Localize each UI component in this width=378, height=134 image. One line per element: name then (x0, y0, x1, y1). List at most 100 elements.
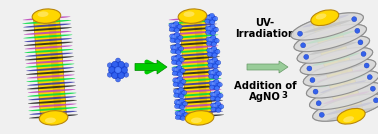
Ellipse shape (32, 9, 61, 23)
Ellipse shape (215, 49, 220, 54)
Ellipse shape (308, 37, 355, 49)
Ellipse shape (323, 91, 369, 104)
Ellipse shape (171, 45, 218, 49)
Ellipse shape (26, 67, 74, 71)
Ellipse shape (326, 102, 372, 115)
Ellipse shape (169, 16, 217, 20)
Ellipse shape (174, 77, 184, 87)
Ellipse shape (27, 85, 76, 89)
Ellipse shape (214, 75, 218, 79)
Ellipse shape (373, 98, 378, 103)
Ellipse shape (210, 20, 215, 25)
Ellipse shape (107, 72, 112, 77)
Ellipse shape (304, 54, 309, 59)
Ellipse shape (303, 15, 349, 27)
Ellipse shape (39, 111, 68, 125)
Ellipse shape (361, 51, 366, 56)
Ellipse shape (307, 66, 312, 71)
Ellipse shape (209, 70, 220, 79)
Ellipse shape (208, 47, 218, 57)
Ellipse shape (112, 72, 118, 79)
Ellipse shape (305, 26, 352, 38)
Ellipse shape (175, 68, 179, 71)
Ellipse shape (318, 32, 343, 44)
Ellipse shape (321, 86, 369, 99)
Ellipse shape (124, 63, 129, 68)
Ellipse shape (180, 105, 185, 109)
Ellipse shape (175, 32, 180, 37)
Ellipse shape (174, 82, 221, 86)
Ellipse shape (174, 93, 223, 97)
FancyBboxPatch shape (326, 15, 359, 117)
FancyArrow shape (135, 60, 167, 74)
Ellipse shape (172, 44, 182, 53)
Ellipse shape (212, 53, 217, 57)
Ellipse shape (124, 72, 129, 77)
Ellipse shape (214, 27, 218, 32)
Ellipse shape (27, 93, 76, 97)
Ellipse shape (169, 27, 218, 31)
Ellipse shape (171, 34, 181, 42)
Ellipse shape (174, 89, 178, 93)
Ellipse shape (178, 9, 207, 23)
Ellipse shape (213, 16, 218, 21)
Ellipse shape (210, 81, 220, 90)
Ellipse shape (212, 46, 217, 51)
Ellipse shape (170, 38, 175, 43)
Ellipse shape (216, 60, 221, 65)
Ellipse shape (210, 96, 215, 100)
Ellipse shape (171, 56, 220, 60)
Ellipse shape (306, 31, 354, 44)
Ellipse shape (115, 66, 121, 74)
Ellipse shape (107, 63, 112, 68)
Ellipse shape (181, 79, 186, 84)
Ellipse shape (211, 42, 216, 46)
Ellipse shape (174, 100, 223, 104)
Ellipse shape (183, 11, 195, 17)
Ellipse shape (172, 55, 183, 64)
Ellipse shape (170, 49, 219, 53)
Ellipse shape (212, 57, 217, 62)
Ellipse shape (171, 49, 176, 54)
Ellipse shape (207, 48, 212, 52)
Ellipse shape (315, 64, 363, 77)
Ellipse shape (337, 108, 365, 124)
Ellipse shape (307, 71, 378, 98)
Ellipse shape (209, 59, 219, 68)
Ellipse shape (177, 72, 182, 77)
Ellipse shape (314, 21, 340, 32)
Ellipse shape (28, 96, 76, 100)
Ellipse shape (304, 20, 351, 33)
Ellipse shape (294, 24, 366, 52)
Ellipse shape (301, 43, 306, 48)
Ellipse shape (211, 71, 215, 74)
Ellipse shape (213, 64, 218, 68)
Ellipse shape (175, 43, 180, 48)
Ellipse shape (310, 82, 378, 110)
Ellipse shape (174, 107, 223, 111)
Ellipse shape (173, 82, 178, 87)
Ellipse shape (208, 63, 213, 68)
Ellipse shape (176, 90, 180, 93)
Ellipse shape (311, 10, 339, 26)
Ellipse shape (25, 56, 74, 60)
Ellipse shape (182, 90, 187, 95)
Ellipse shape (29, 104, 76, 107)
Ellipse shape (207, 16, 211, 19)
Ellipse shape (219, 104, 224, 109)
Ellipse shape (172, 35, 176, 38)
Ellipse shape (175, 115, 180, 120)
Ellipse shape (177, 65, 182, 70)
Ellipse shape (212, 82, 216, 85)
Ellipse shape (28, 100, 77, 104)
Ellipse shape (211, 107, 216, 111)
Ellipse shape (303, 59, 376, 86)
Text: Addition of
AgNO: Addition of AgNO (234, 81, 296, 102)
Ellipse shape (170, 45, 175, 49)
Ellipse shape (176, 50, 181, 55)
Ellipse shape (313, 94, 378, 121)
Ellipse shape (172, 67, 220, 71)
Ellipse shape (178, 76, 183, 81)
Ellipse shape (367, 75, 372, 80)
Ellipse shape (175, 104, 180, 109)
